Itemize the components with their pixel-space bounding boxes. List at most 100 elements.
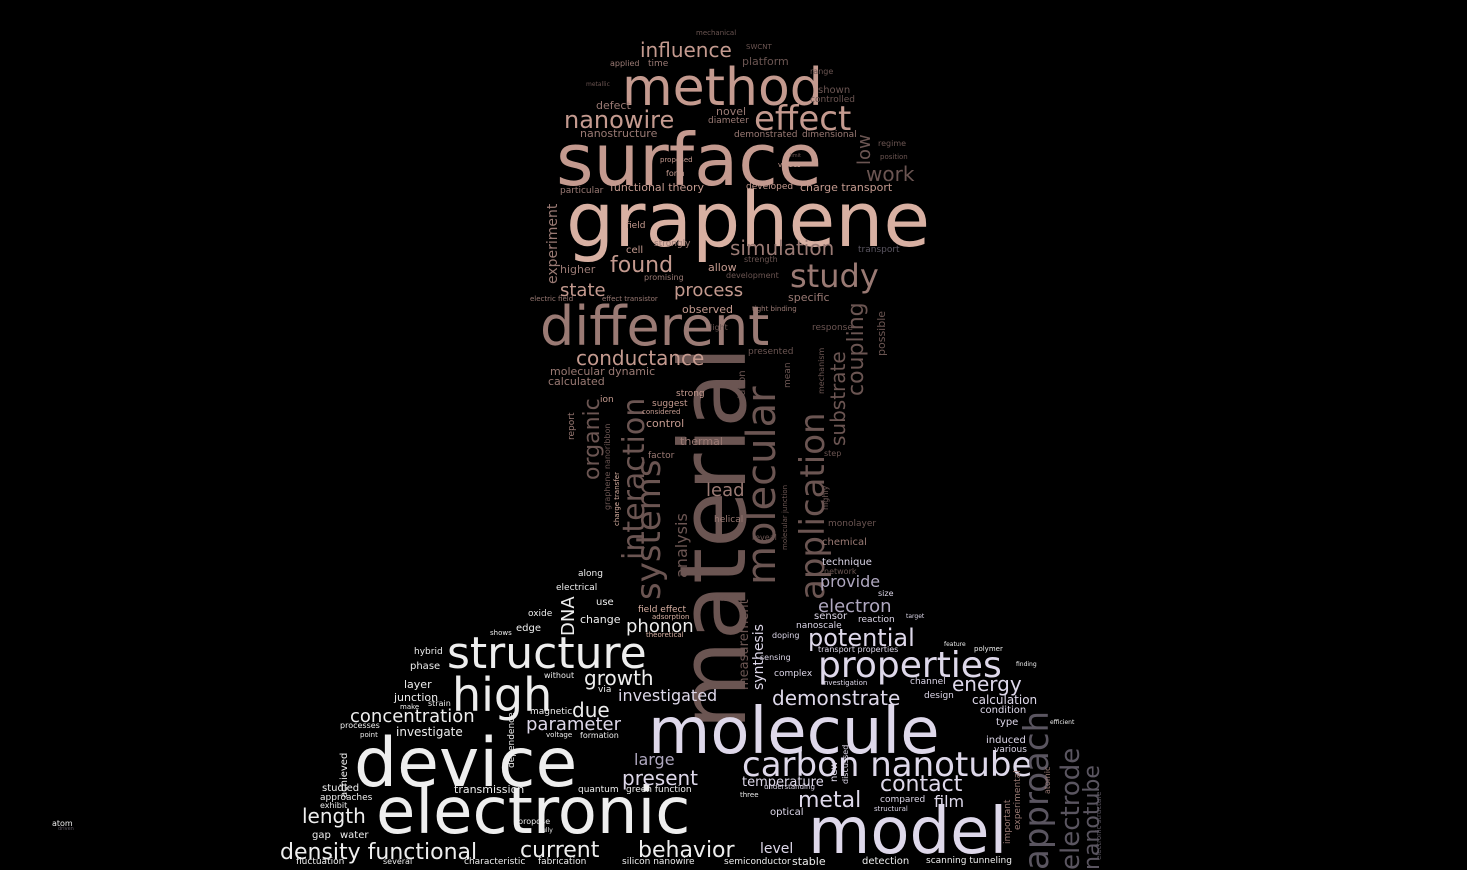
word-strain: strain: [428, 699, 451, 708]
word-higher: higher: [560, 263, 596, 276]
word-strength: strength: [744, 255, 778, 264]
word-processes: processes: [340, 721, 380, 730]
word-via: via: [598, 685, 612, 695]
word-light: light: [710, 323, 728, 332]
word-response: response: [812, 323, 853, 333]
word-technique: technique: [822, 557, 872, 568]
word-developed: developed: [746, 182, 794, 192]
word-time: time: [648, 59, 669, 69]
word-gap: gap: [312, 830, 331, 841]
word-measurement: measurement: [737, 599, 752, 690]
word-driven: driven: [58, 826, 74, 832]
word-diameter: diameter: [708, 116, 749, 126]
word-low: low: [854, 134, 875, 165]
word-doping: doping: [772, 631, 800, 640]
word-carbon-nanotube: carbon nanotube: [742, 745, 1033, 785]
word-scanning-tunneling: scanning tunneling: [926, 856, 1012, 866]
word-provide: provide: [820, 572, 881, 591]
word-complex: complex: [774, 669, 813, 679]
word-edge: edge: [516, 623, 541, 634]
word-condition: condition: [980, 705, 1027, 716]
word-level: level: [760, 841, 794, 857]
word-substrate: substrate: [826, 351, 850, 446]
word-metallic: metallic: [586, 81, 610, 88]
word-temperature: temperature: [742, 775, 824, 790]
word-exhibit: exhibit: [320, 801, 348, 810]
word-applied: applied: [610, 59, 640, 68]
word-dna: DNA: [558, 596, 579, 636]
word-properties: properties: [818, 645, 1002, 686]
word-study: study: [790, 257, 879, 295]
word-dimensional: dimensional: [802, 130, 857, 140]
word-along: along: [578, 569, 603, 579]
word-point: point: [360, 731, 378, 739]
word-atom: atom: [52, 819, 73, 828]
word-position: position: [880, 153, 908, 161]
word-influence: influence: [640, 38, 732, 62]
word-graphene: graphene: [566, 175, 931, 264]
word-energy: energy: [952, 672, 1022, 696]
word-factor: factor: [648, 451, 675, 461]
word-graphene-nanoribbon: graphene nanoribbon: [603, 423, 612, 510]
word-without: without: [544, 671, 575, 680]
word-shows: shows: [490, 629, 512, 637]
word-density-functional: density functional: [280, 840, 478, 865]
word-polymer: polymer: [974, 645, 1003, 653]
word-junction: junction: [394, 691, 439, 704]
word-sensor: sensor: [814, 611, 848, 622]
word-electric-field: electric field: [530, 295, 574, 303]
word-mechanism: mechanism: [817, 347, 826, 394]
word-charge-transport: charge transport: [800, 181, 893, 194]
word-field: field: [626, 221, 646, 231]
word-development: development: [726, 271, 779, 280]
word-investigation: investigation: [822, 679, 868, 687]
word-various: various: [994, 745, 1027, 755]
word-theoretical: theoretical: [646, 631, 684, 639]
word-large: large: [634, 750, 675, 769]
word-formation: formation: [580, 731, 619, 740]
word-analysis: analysis: [672, 513, 691, 578]
word-mechanical: mechanical: [696, 29, 737, 37]
word-transport-properties: transport properties: [818, 645, 899, 654]
word-film: film: [934, 792, 965, 811]
word-functional-theory: functional theory: [610, 181, 705, 194]
word-discussed: discussed: [841, 744, 850, 784]
word-possible: possible: [875, 310, 888, 356]
word-experiment: experiment: [545, 203, 561, 284]
word-use: use: [596, 597, 614, 608]
word-observed: observed: [682, 303, 733, 316]
word-propose: propose: [518, 817, 551, 826]
word-studied: studied: [322, 783, 360, 794]
word-understanding: understanding: [764, 783, 815, 791]
word-device: device: [354, 724, 578, 803]
word-chemical: chemical: [822, 537, 867, 548]
word-stable: stable: [792, 855, 826, 868]
word-molecular-dynamic: molecular dynamic: [550, 365, 656, 378]
word-state: state: [560, 280, 606, 301]
word-presented: presented: [748, 347, 794, 357]
word-phase: phase: [410, 661, 441, 672]
word-high: high: [452, 668, 553, 722]
word-electronic: electronic: [376, 775, 691, 849]
word-tight-binding: tight binding: [752, 305, 797, 313]
word-range: range: [810, 67, 834, 76]
word-atomic: atomic: [1043, 766, 1052, 794]
word-dependence: dependence: [507, 712, 517, 768]
word-mean: mean: [783, 362, 793, 388]
word-current: current: [520, 838, 600, 863]
word-charge-transfer: charge transfer: [613, 472, 621, 526]
word-form: form: [666, 169, 685, 178]
word-work: work: [866, 162, 915, 186]
word-synthesis: synthesis: [751, 624, 767, 690]
word-shown: shown: [818, 85, 851, 96]
word-proposed: proposed: [660, 156, 693, 164]
word-quantum: quantum: [578, 785, 619, 795]
word-fabrication: fabrication: [538, 857, 587, 867]
word-defect: defect: [596, 99, 631, 112]
word-green-function: green function: [626, 785, 692, 795]
word-characteristic: characteristic: [464, 857, 526, 867]
word-monolayer: monolayer: [828, 519, 877, 529]
word-control: control: [646, 417, 685, 430]
word-target: target: [906, 613, 925, 620]
word-novel: novel: [716, 105, 747, 118]
